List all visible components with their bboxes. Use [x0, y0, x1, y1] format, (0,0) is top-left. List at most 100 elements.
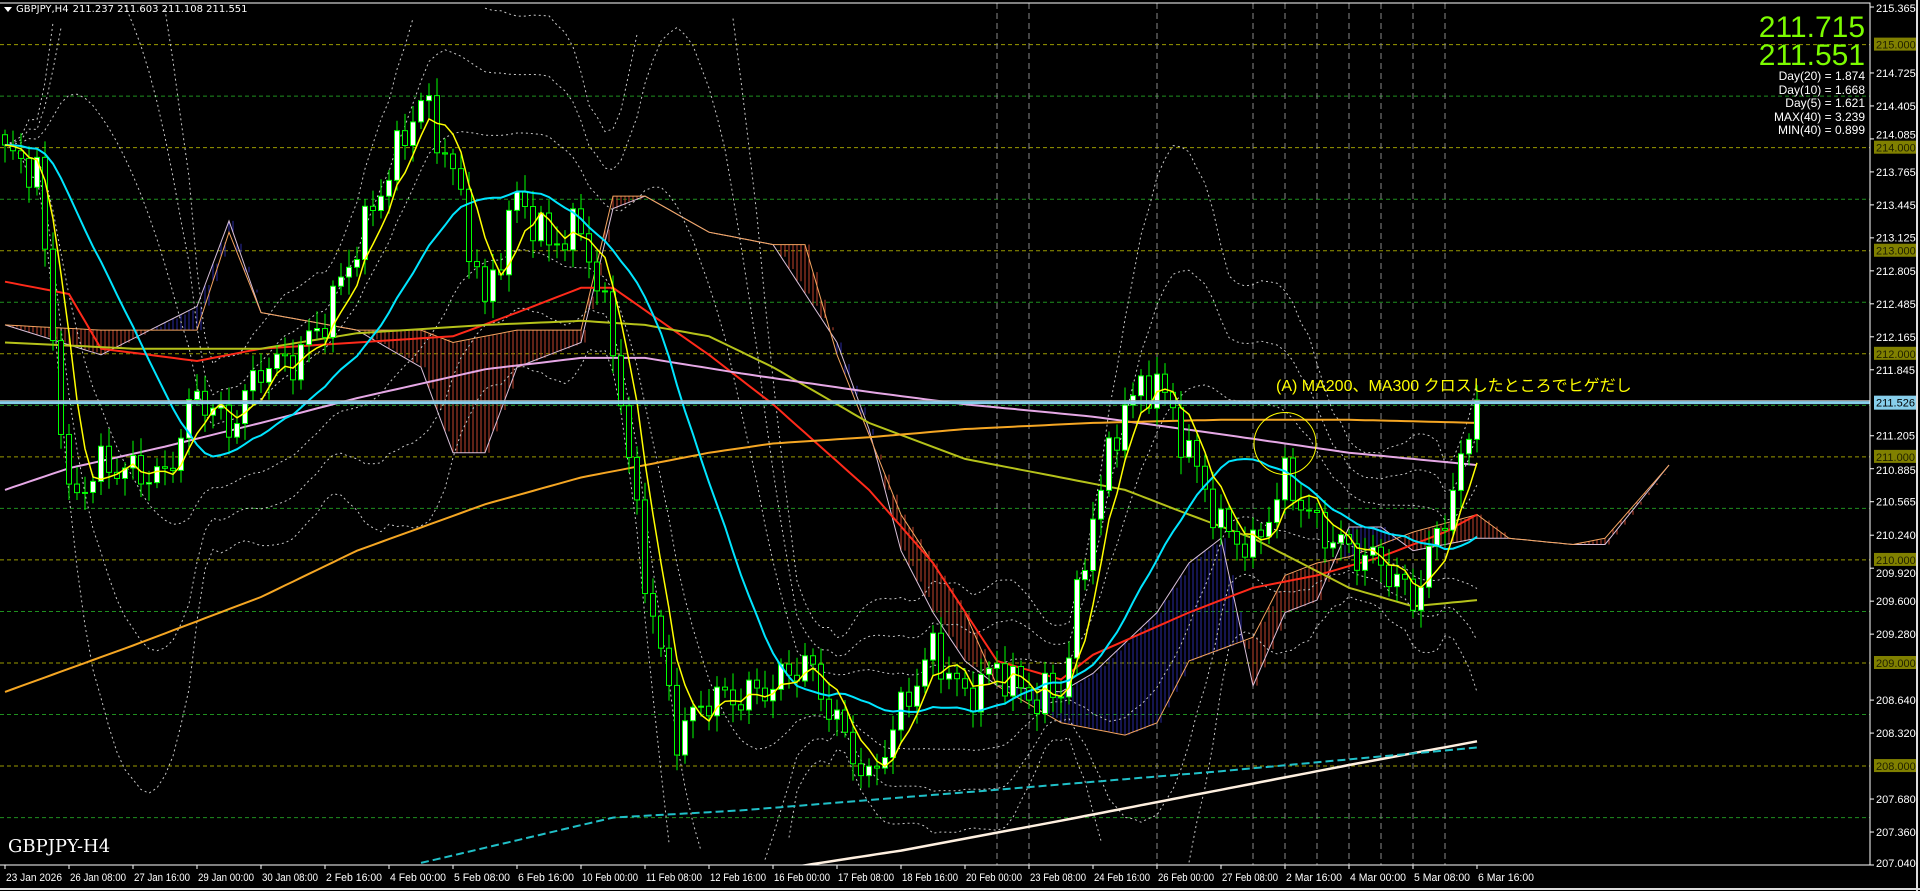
annotation-text: (A) MA200、MA300 クロスしたところでヒゲだし [1276, 378, 1632, 395]
candle-body [1010, 666, 1016, 697]
candle-body [194, 390, 200, 401]
x-tick-label: 12 Feb 16:00 [710, 872, 766, 884]
ma-line-olive [4, 319, 1478, 608]
candle-body [1442, 527, 1448, 531]
candle-body [1242, 543, 1248, 558]
candle-body [1266, 521, 1272, 538]
y-tick-label: 209.600 [1876, 596, 1916, 608]
candle-body [714, 686, 720, 717]
candle-body [1202, 465, 1208, 490]
round-level-label: 212.000 [1876, 349, 1916, 361]
candle-body [402, 130, 408, 147]
round-level-label-bg [1874, 37, 1916, 51]
candle-body [730, 689, 736, 706]
ma-line-pink [4, 356, 1478, 491]
candle-body [666, 647, 672, 686]
candle-body [1234, 530, 1240, 545]
band-lower-2 [4, 144, 1478, 860]
candle-body [978, 673, 984, 713]
x-tick-label: 17 Feb 08:00 [838, 872, 894, 884]
candle-body [1426, 545, 1432, 588]
candle-body [562, 243, 568, 251]
candle-body [1314, 509, 1320, 513]
candle-body [154, 466, 160, 484]
candle-body [778, 663, 784, 690]
candle-body [698, 705, 704, 708]
x-tick-label: 6 Feb 16:00 [518, 872, 574, 884]
candle-body [994, 663, 1000, 669]
y-tick-label: 213.445 [1876, 200, 1916, 212]
candle-body [1258, 529, 1264, 538]
candle-body [1146, 375, 1152, 409]
y-tick-label: 212.165 [1876, 332, 1916, 344]
candle-body [1362, 554, 1368, 571]
candle-body [450, 153, 456, 170]
candle-body [890, 729, 896, 758]
info-line: MAX(40) = 3.239 [1773, 109, 1865, 124]
candle-body [842, 709, 848, 733]
band-lower-3 [4, 144, 1478, 863]
candle-body [442, 152, 448, 155]
candle-body [642, 499, 648, 595]
candle-body [954, 672, 960, 680]
candle-body [1418, 586, 1424, 611]
candle-body [738, 704, 744, 711]
round-level-label-bg [1874, 759, 1916, 773]
ohlc-values: 211.237 211.603 211.108 211.551 [72, 4, 248, 15]
candle-body [1114, 437, 1120, 451]
y-tick-label: 210.885 [1876, 465, 1916, 477]
symbol-timeframe: GBPJPY,H4 [16, 4, 69, 15]
candle-body [1290, 457, 1296, 501]
candle-body [1186, 439, 1192, 458]
candle-body [466, 188, 472, 263]
ma-line-yellow [4, 117, 1478, 768]
candle-body [338, 276, 344, 287]
candle-body [314, 328, 320, 332]
x-tick-label: 5 Mar 08:00 [1414, 872, 1470, 884]
x-tick-label: 27 Feb 08:00 [1222, 872, 1278, 884]
candle-body [234, 423, 240, 438]
candle-body [1098, 489, 1104, 520]
candle-body [1458, 453, 1464, 491]
candle-body [618, 355, 624, 407]
candle-body [594, 261, 600, 292]
candle-body [1082, 569, 1088, 581]
candle-body [506, 209, 512, 276]
candle-body [818, 663, 824, 700]
candle-body [1162, 373, 1168, 393]
candle-body [1306, 509, 1312, 512]
candle-body [1250, 529, 1256, 558]
round-level-label: 209.000 [1876, 658, 1916, 670]
x-tick-label: 6 Mar 16:00 [1478, 872, 1534, 884]
candle-body [986, 667, 992, 675]
y-tick-label: 209.920 [1876, 568, 1916, 580]
band-upper-3 [4, 7, 1478, 639]
candle-body [634, 456, 640, 501]
candle-body [946, 672, 952, 680]
dropdown-triangle-icon[interactable] [4, 7, 12, 12]
candle-body [906, 691, 912, 707]
candle-body [858, 763, 864, 777]
candle-body [658, 615, 664, 649]
x-tick-label: 20 Feb 00:00 [966, 872, 1022, 884]
x-tick-label: 5 Feb 08:00 [454, 872, 510, 884]
ma-line-white [798, 740, 1478, 865]
candle-body [882, 756, 888, 769]
candle-body [162, 466, 168, 469]
candle-body [258, 370, 264, 383]
candle-body [1322, 511, 1328, 549]
candle-body [106, 445, 112, 473]
y-tick-label: 214.085 [1876, 130, 1916, 142]
candle-body [866, 765, 872, 777]
round-level-label-bg [1874, 552, 1916, 566]
x-tick-label: 16 Feb 00:00 [774, 872, 830, 884]
candle-body [1058, 696, 1064, 699]
candle-body [82, 491, 88, 494]
round-level-label: 208.000 [1876, 761, 1916, 773]
candle-body [482, 266, 488, 302]
x-tick-label: 26 Feb 00:00 [1158, 872, 1214, 884]
round-level-label: 214.000 [1876, 143, 1916, 155]
candle-body [762, 687, 768, 702]
annotation-circle [1253, 411, 1317, 475]
